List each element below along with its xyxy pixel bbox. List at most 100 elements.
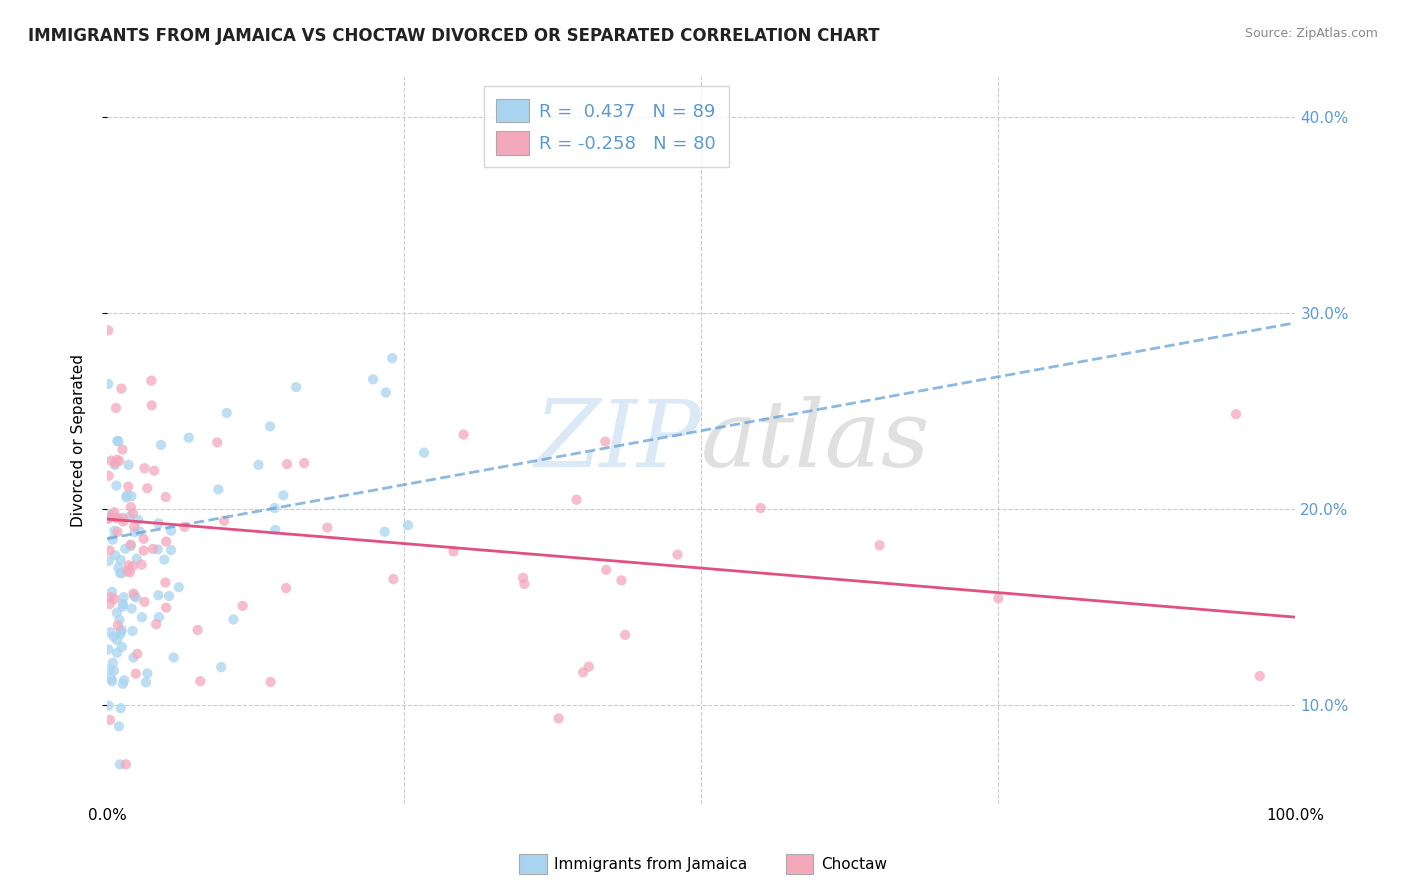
Point — [105, 511, 128, 525]
Point — [162, 650, 184, 665]
Point — [98, 597, 121, 611]
Point — [285, 380, 308, 394]
Point — [114, 541, 136, 556]
Point — [100, 672, 122, 686]
Text: IMMIGRANTS FROM JAMAICA VS CHOCTAW DIVORCED OR SEPARATED CORRELATION CHART: IMMIGRANTS FROM JAMAICA VS CHOCTAW DIVOR… — [28, 27, 880, 45]
Point — [98, 663, 121, 677]
Point — [212, 514, 235, 528]
Point — [292, 456, 315, 470]
Point — [610, 574, 633, 588]
Point — [124, 525, 146, 540]
Legend: Immigrants from Jamaica, Choctaw: Immigrants from Jamaica, Choctaw — [513, 848, 893, 880]
Point — [155, 490, 177, 504]
Point — [125, 666, 148, 681]
Point — [148, 516, 170, 531]
Point — [382, 572, 405, 586]
Point — [108, 719, 131, 733]
Point — [98, 625, 121, 640]
Text: Source: ZipAtlas.com: Source: ZipAtlas.com — [1244, 27, 1378, 40]
Point — [103, 630, 125, 644]
Point — [132, 543, 155, 558]
Point — [103, 664, 125, 678]
Point — [103, 505, 125, 519]
Point — [104, 548, 127, 562]
Point — [115, 757, 138, 772]
Point — [136, 481, 159, 495]
Point — [374, 524, 396, 539]
Point — [263, 501, 285, 516]
Point — [101, 533, 124, 547]
Point — [264, 523, 287, 537]
Point — [132, 532, 155, 546]
Point — [572, 665, 595, 680]
Point — [111, 566, 134, 580]
Point — [117, 480, 139, 494]
Point — [101, 656, 124, 670]
Point — [565, 492, 588, 507]
Point — [148, 588, 170, 602]
Point — [98, 543, 121, 558]
Point — [108, 613, 131, 627]
Point — [222, 613, 245, 627]
Point — [121, 601, 143, 615]
Text: atlas: atlas — [702, 395, 931, 485]
Point — [443, 544, 465, 558]
Point — [101, 585, 124, 599]
Point — [107, 560, 129, 574]
Point — [749, 501, 772, 516]
Point — [141, 398, 163, 412]
Point — [103, 524, 125, 538]
Point — [118, 566, 141, 580]
Point — [117, 558, 139, 573]
Point — [135, 675, 157, 690]
Point — [107, 618, 129, 632]
Point — [136, 666, 159, 681]
Point — [148, 610, 170, 624]
Point — [97, 698, 120, 713]
Point — [120, 537, 142, 551]
Point — [413, 446, 436, 460]
Point — [97, 323, 120, 337]
Point — [112, 590, 135, 604]
Point — [666, 548, 689, 562]
Point — [177, 431, 200, 445]
Point — [105, 606, 128, 620]
Point — [595, 434, 617, 449]
Point — [987, 591, 1010, 606]
Point — [97, 642, 120, 657]
Point — [259, 675, 281, 690]
Point — [173, 520, 195, 534]
Point — [120, 489, 142, 503]
Point — [215, 406, 238, 420]
Point — [547, 711, 569, 725]
Point — [122, 506, 145, 520]
Point — [1225, 407, 1247, 421]
Point — [128, 524, 150, 539]
Point — [108, 454, 131, 468]
Point — [614, 628, 637, 642]
Point — [187, 623, 209, 637]
Point — [111, 597, 134, 611]
Point — [141, 374, 163, 388]
Point — [108, 757, 131, 772]
Point — [155, 534, 177, 549]
Point — [374, 385, 396, 400]
Point — [104, 456, 127, 470]
Point — [361, 372, 384, 386]
Point — [155, 600, 177, 615]
Point — [869, 538, 891, 552]
Point — [105, 632, 128, 647]
Point — [120, 500, 142, 514]
Point — [160, 543, 183, 558]
Point — [97, 554, 120, 568]
Point — [127, 647, 149, 661]
Point — [97, 511, 120, 525]
Point — [232, 599, 254, 613]
Point — [110, 553, 132, 567]
Point — [112, 515, 135, 529]
Point — [111, 677, 134, 691]
Point — [104, 458, 127, 472]
Point — [105, 478, 128, 492]
Point — [122, 558, 145, 573]
Point — [112, 673, 135, 688]
